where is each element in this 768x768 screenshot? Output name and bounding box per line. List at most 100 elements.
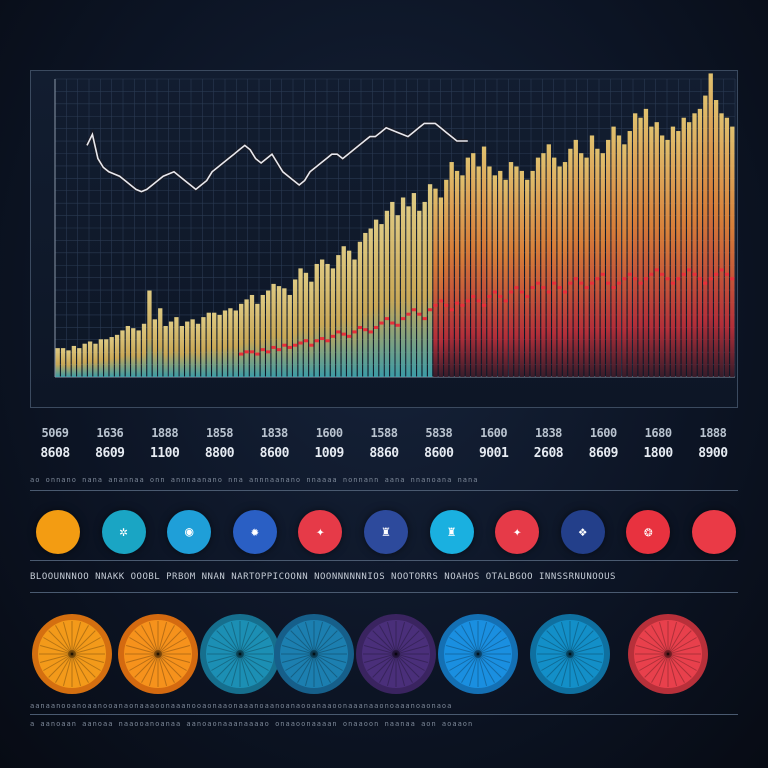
red-marker <box>476 299 481 303</box>
red-marker <box>390 321 395 325</box>
red-marker <box>595 277 600 281</box>
icon-dot[interactable]: ◉ <box>167 510 212 554</box>
bar <box>195 323 201 377</box>
bar <box>406 206 411 377</box>
stat-value-row: 8608 8609 1100 8800 8600 1009 8860 8600 9001 2608… <box>30 446 738 464</box>
bar <box>255 303 260 377</box>
stat-label: 1588 <box>370 426 398 440</box>
bar <box>60 348 66 377</box>
small-dot-row: ✲ ◉ ✹ ✦ ♜ ♜ ✦ ❖ ❂ <box>36 510 736 554</box>
red-marker <box>330 334 336 338</box>
stat-label: 1858 <box>206 426 233 440</box>
bar <box>568 148 573 377</box>
bar <box>665 139 670 377</box>
icon-dot[interactable]: ✹ <box>232 510 277 554</box>
disc-icon[interactable] <box>354 612 438 696</box>
red-marker <box>686 268 692 272</box>
red-marker <box>589 281 595 285</box>
red-marker <box>649 272 654 276</box>
stat-value: 1100 <box>150 446 180 461</box>
bar <box>55 348 60 377</box>
icon-dot[interactable]: ✦ <box>298 510 343 554</box>
icon-dot[interactable]: ❖ <box>560 510 605 554</box>
red-marker <box>336 330 341 334</box>
stat-value: 2608 <box>533 446 564 461</box>
red-marker <box>325 339 330 343</box>
red-marker <box>730 277 735 281</box>
red-marker <box>438 299 444 303</box>
stat-label: 1600 <box>315 426 343 440</box>
red-marker <box>552 281 557 285</box>
bar <box>730 126 735 377</box>
red-marker <box>713 272 719 276</box>
bar <box>109 337 114 377</box>
bar <box>314 263 319 377</box>
bar <box>357 241 363 377</box>
red-marker <box>600 272 605 276</box>
icon-dot[interactable]: ❂ <box>626 510 671 554</box>
bar <box>174 317 179 377</box>
icon-dot[interactable] <box>36 510 80 554</box>
red-marker <box>697 277 703 281</box>
line-series <box>86 122 468 193</box>
icon-dot[interactable]: ✲ <box>101 510 146 554</box>
bar <box>222 310 228 377</box>
red-marker <box>606 281 611 285</box>
bar <box>400 197 406 377</box>
disc-icon[interactable] <box>30 612 114 696</box>
bar <box>454 170 460 377</box>
red-marker <box>260 348 265 352</box>
bar <box>514 166 519 377</box>
bar <box>703 95 708 377</box>
disc-icon[interactable] <box>198 612 282 696</box>
bar <box>346 250 352 377</box>
red-marker <box>541 286 546 290</box>
disc-icon[interactable] <box>436 612 520 696</box>
bar <box>276 286 282 377</box>
red-marker <box>454 301 460 305</box>
bar <box>481 146 487 377</box>
red-marker <box>708 277 713 281</box>
red-marker <box>341 332 346 336</box>
bar <box>600 153 605 377</box>
chart-panel <box>30 70 738 408</box>
bar <box>449 162 454 377</box>
bar <box>460 175 465 377</box>
red-marker <box>724 272 730 276</box>
divider-lower <box>30 592 738 593</box>
stat-value: 8609 <box>588 446 619 461</box>
bar <box>260 294 265 377</box>
bar <box>120 330 125 377</box>
stat-value: 8800 <box>204 446 235 461</box>
bar <box>303 272 309 377</box>
red-marker <box>427 308 433 312</box>
main-chart <box>54 73 736 378</box>
disc-icon[interactable] <box>528 612 612 696</box>
bar <box>98 339 104 377</box>
bar <box>125 325 131 377</box>
bar <box>589 135 595 377</box>
divider-top <box>30 490 738 491</box>
disc-icon[interactable] <box>626 612 710 696</box>
red-marker <box>406 312 411 316</box>
red-marker <box>395 323 400 327</box>
bar <box>66 350 71 377</box>
red-marker <box>525 294 530 298</box>
red-marker <box>530 286 535 290</box>
red-marker <box>638 281 643 285</box>
bar <box>185 321 190 377</box>
icon-dot[interactable]: ✦ <box>495 510 540 554</box>
bar <box>271 283 276 377</box>
icon-dot[interactable] <box>691 510 736 554</box>
icon-dot[interactable]: ♜ <box>429 510 474 554</box>
disc-icon[interactable] <box>272 612 356 696</box>
disc-icon[interactable] <box>116 612 200 696</box>
bar <box>654 122 659 377</box>
red-marker <box>659 272 665 276</box>
bar <box>136 330 141 377</box>
bar <box>266 290 271 377</box>
bar <box>719 113 724 378</box>
red-marker <box>568 281 573 285</box>
icon-dot[interactable]: ♜ <box>363 510 408 554</box>
red-marker <box>352 330 357 334</box>
